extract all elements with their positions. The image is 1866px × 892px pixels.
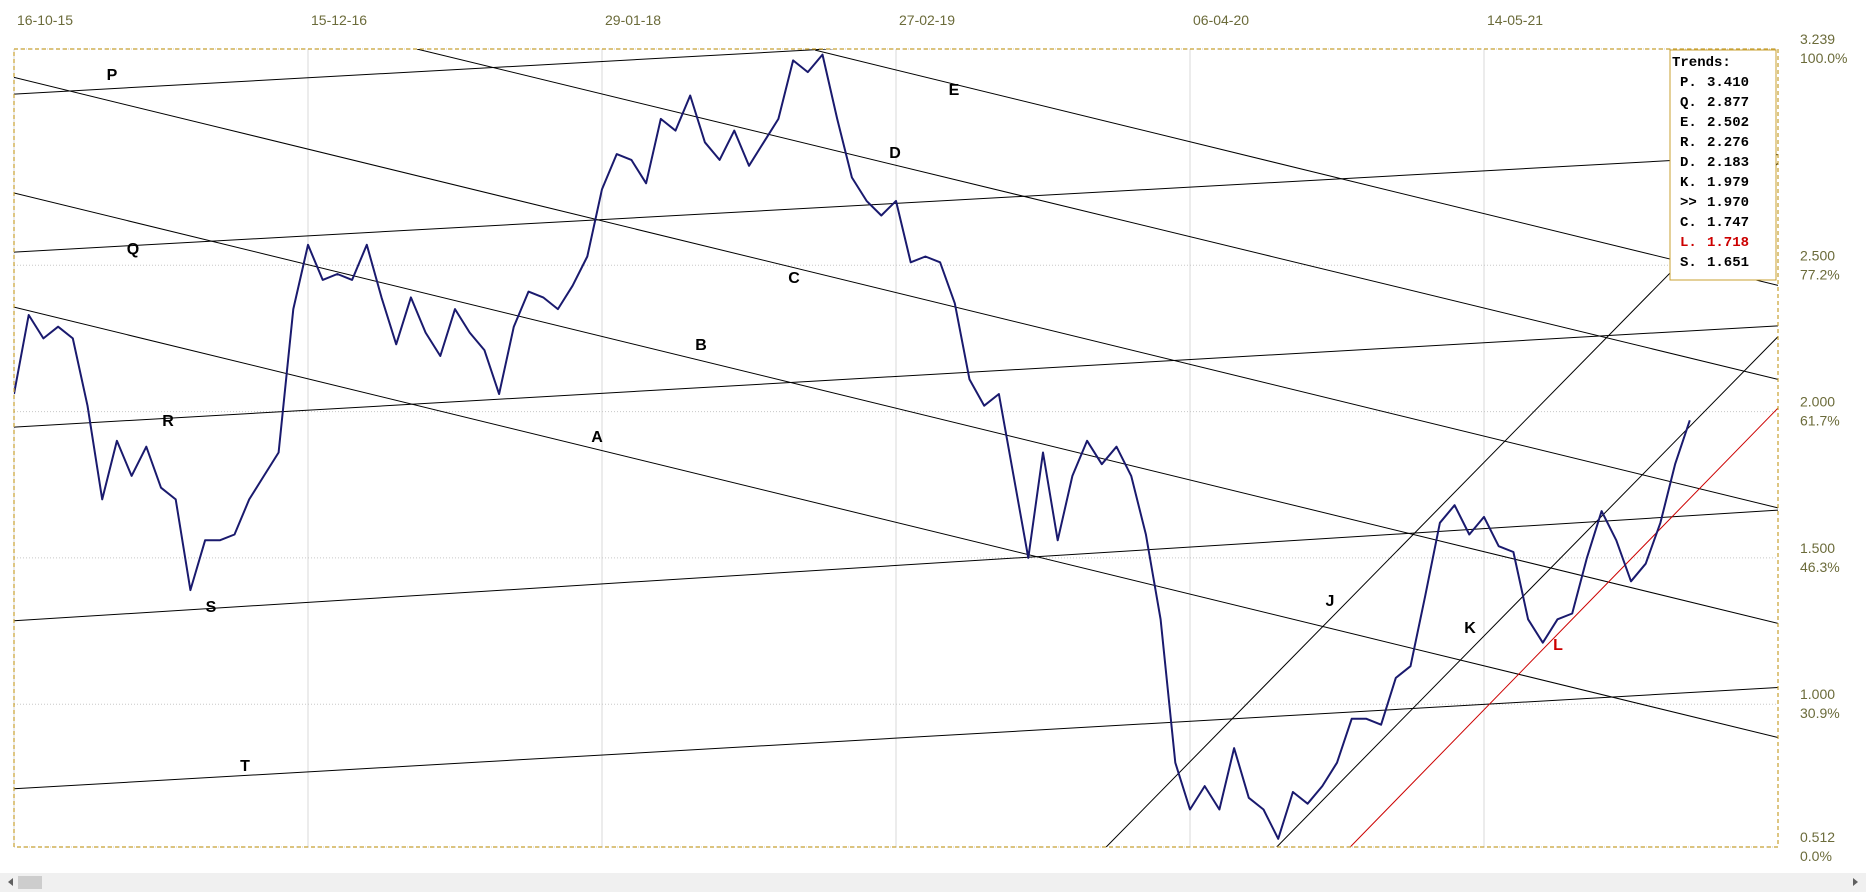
trend-line [1276,336,1778,847]
scroll-right[interactable] [1853,878,1858,886]
scrollbar-thumb[interactable] [18,876,42,889]
trends-row-value: 1.718 [1707,235,1749,251]
y-tick-label: 1.000 [1800,686,1835,702]
trend-label: T [240,758,250,775]
price-line [14,53,1691,840]
trend-label: J [1326,593,1335,610]
y-tick-percent: 61.7% [1800,413,1840,429]
trend-line [14,49,837,95]
trends-row-name: S. [1680,255,1697,271]
y-tick-label: 2.000 [1800,394,1835,410]
trends-row-name: Q. [1680,95,1697,111]
trends-row-value: 1.651 [1707,255,1749,271]
trends-row-name: >> [1680,195,1697,211]
trends-box-title: Trends: [1672,55,1731,71]
trends-row-value: 2.877 [1707,95,1749,111]
x-tick-label: 14-05-21 [1487,12,1543,28]
trends-row-value: 1.979 [1707,175,1749,191]
y-tick-label: 3.239 [1800,31,1835,47]
y-tick-percent: 0.0% [1800,848,1832,864]
trends-box-frame [1669,49,1777,281]
labels: 16-10-15 15-12-16 29-01-18 27-02-19 06-04-20… [17,12,1847,864]
y-tick-label: 0.512 [1800,829,1835,845]
trends-row-value: 1.747 [1707,215,1749,231]
trend-line [815,49,1778,286]
trend-line [416,49,1778,380]
trends-row-name: K. [1680,175,1697,191]
y-tick-percent: 77.2% [1800,266,1840,282]
trends-row-value: 3.410 [1707,75,1749,91]
trend-line [14,325,1778,428]
trend-label: Q [127,241,139,258]
trend-label: C [788,270,800,287]
scrollbar[interactable] [0,873,1866,892]
scrollbar-track [0,873,1866,892]
trends-row-name: E. [1680,115,1697,131]
trend-line [14,687,1778,790]
trend-label: B [695,337,707,354]
trends-box: Trends: P. 3.410 Q. 2.877 E. 2.502 R. 2.276 D. 2.1… [1669,49,1777,281]
x-tick-label: 16-10-15 [17,12,73,28]
plot-border [13,48,1779,848]
trends-row-name: L. [1680,235,1697,251]
trend-line [14,509,1778,622]
trends-row-name: C. [1680,215,1697,231]
trend-line [14,306,1778,739]
trends-row-name: R. [1680,135,1697,151]
trends-row-value: 2.276 [1707,135,1749,151]
trends-row-name: P. [1680,75,1697,91]
y-tick-percent: 30.9% [1800,705,1840,721]
trends-row-value: 1.970 [1707,195,1749,211]
price-layer [14,53,1691,840]
trends-row-value: 2.502 [1707,115,1749,131]
trend-label: R [162,413,174,430]
x-tick-label: 29-01-18 [605,12,661,28]
trends-row-value: 2.183 [1707,155,1749,171]
trend-label: K [1464,620,1476,637]
trend-line [1349,407,1778,847]
x-tick-label: 15-12-16 [311,12,367,28]
y-tick-percent: 46.3% [1800,559,1840,575]
trend-line [14,76,1778,509]
y-tick-percent: 100.0% [1800,50,1847,66]
trends-row-name: D. [1680,155,1697,171]
x-tick-label: 06-04-20 [1193,12,1249,28]
y-tick-label: 1.500 [1800,540,1835,556]
trend-label: A [591,429,603,446]
trend-label: E [949,82,960,99]
y-tick-label: 2.500 [1800,247,1835,263]
trend-label: L [1553,637,1563,654]
trend-label: P [107,67,118,84]
trend-label: D [889,145,901,162]
trend-line [14,192,1778,624]
x-tick-label: 27-02-19 [899,12,955,28]
trend-line [1105,162,1778,847]
scroll-left[interactable] [8,878,13,886]
trend-label: S [206,599,217,616]
